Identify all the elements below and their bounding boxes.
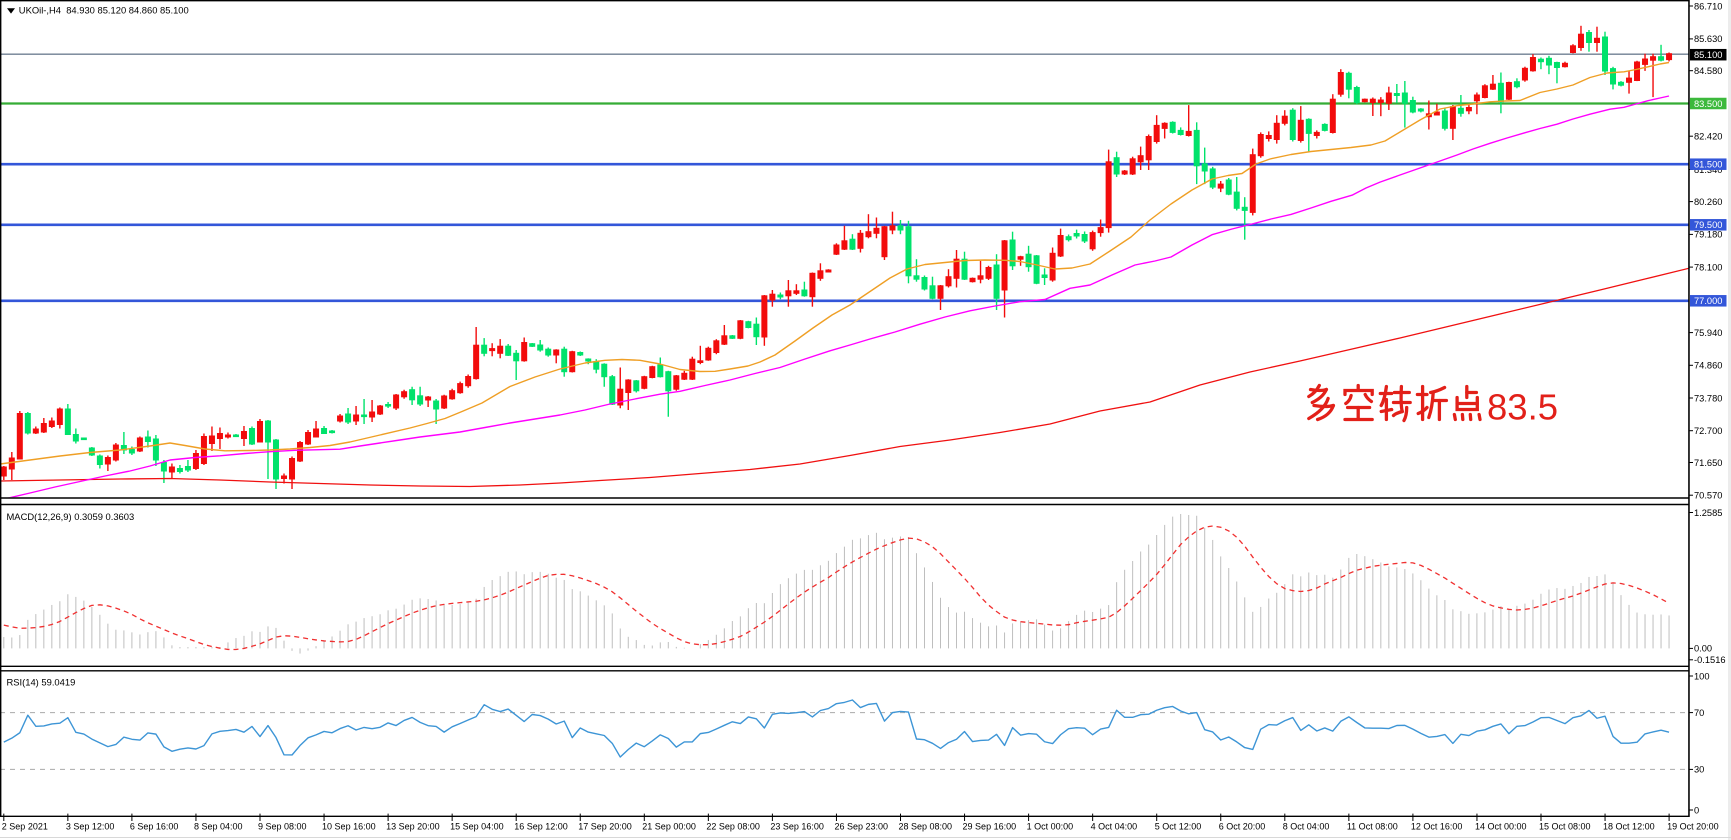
svg-text:12 Oct 16:00: 12 Oct 16:00 — [1411, 821, 1463, 831]
svg-text:RSI(14) 59.0419: RSI(14) 59.0419 — [7, 677, 76, 688]
svg-text:30: 30 — [1694, 765, 1704, 775]
svg-text:11 Oct 08:00: 11 Oct 08:00 — [1347, 821, 1398, 831]
svg-text:15 Oct 08:00: 15 Oct 08:00 — [1539, 821, 1591, 831]
svg-text:70.570: 70.570 — [1694, 491, 1722, 501]
svg-text:84.580: 84.580 — [1694, 66, 1722, 76]
svg-text:28 Sep 08:00: 28 Sep 08:00 — [899, 821, 953, 831]
svg-text:15 Sep 04:00: 15 Sep 04:00 — [450, 821, 504, 831]
svg-text:6 Oct 20:00: 6 Oct 20:00 — [1219, 821, 1266, 831]
svg-text:UKOil-,H4 84.930 85.120 84.86: UKOil-,H4 84.930 85.120 84.860 85.100 — [19, 4, 189, 15]
svg-text:16 Sep 12:00: 16 Sep 12:00 — [514, 821, 568, 831]
svg-text:5 Oct 12:00: 5 Oct 12:00 — [1155, 821, 1202, 831]
svg-text:100: 100 — [1694, 671, 1710, 681]
svg-text:3 Sep 12:00: 3 Sep 12:00 — [66, 821, 115, 831]
svg-text:MACD(12,26,9) 0.3059 0.3603: MACD(12,26,9) 0.3059 0.3603 — [7, 511, 135, 522]
svg-text:-0.1516: -0.1516 — [1694, 655, 1726, 665]
svg-text:9 Sep 08:00: 9 Sep 08:00 — [258, 821, 307, 831]
svg-text:26 Sep 23:00: 26 Sep 23:00 — [834, 821, 888, 831]
svg-text:82.420: 82.420 — [1694, 132, 1722, 142]
svg-text:79.500: 79.500 — [1694, 220, 1722, 230]
svg-text:85.100: 85.100 — [1694, 50, 1722, 60]
svg-text:4 Oct 04:00: 4 Oct 04:00 — [1091, 821, 1138, 831]
svg-text:2 Sep 2021: 2 Sep 2021 — [2, 821, 48, 831]
svg-text:18 Oct 12:00: 18 Oct 12:00 — [1603, 821, 1655, 831]
svg-text:78.100: 78.100 — [1694, 262, 1722, 272]
svg-text:0: 0 — [1694, 805, 1699, 815]
svg-text:83.5: 83.5 — [1487, 387, 1558, 428]
svg-text:19 Oct 20:00: 19 Oct 20:00 — [1667, 821, 1719, 831]
svg-text:73.780: 73.780 — [1694, 393, 1722, 403]
svg-text:10 Sep 16:00: 10 Sep 16:00 — [322, 821, 376, 831]
svg-text:8 Sep 04:00: 8 Sep 04:00 — [194, 821, 243, 831]
svg-text:29 Sep 16:00: 29 Sep 16:00 — [963, 821, 1017, 831]
svg-text:13 Sep 20:00: 13 Sep 20:00 — [386, 821, 440, 831]
svg-text:1.2585: 1.2585 — [1694, 508, 1722, 518]
svg-text:75.940: 75.940 — [1694, 328, 1722, 338]
svg-text:6 Sep 16:00: 6 Sep 16:00 — [130, 821, 179, 831]
svg-text:0.00: 0.00 — [1694, 644, 1712, 654]
svg-text:71.650: 71.650 — [1694, 458, 1722, 468]
svg-text:1 Oct 00:00: 1 Oct 00:00 — [1027, 821, 1074, 831]
svg-text:77.000: 77.000 — [1694, 296, 1722, 306]
svg-text:86.710: 86.710 — [1694, 1, 1722, 11]
svg-text:23 Sep 16:00: 23 Sep 16:00 — [770, 821, 824, 831]
svg-text:83.500: 83.500 — [1694, 99, 1722, 109]
svg-text:14 Oct 00:00: 14 Oct 00:00 — [1475, 821, 1527, 831]
svg-text:70: 70 — [1694, 708, 1704, 718]
svg-text:80.260: 80.260 — [1694, 197, 1722, 207]
svg-text:17 Sep 20:00: 17 Sep 20:00 — [578, 821, 632, 831]
svg-text:8 Oct 04:00: 8 Oct 04:00 — [1283, 821, 1330, 831]
svg-text:72.700: 72.700 — [1694, 426, 1722, 436]
svg-text:21 Sep 00:00: 21 Sep 00:00 — [642, 821, 696, 831]
svg-text:79.180: 79.180 — [1694, 230, 1722, 240]
svg-text:81.500: 81.500 — [1694, 160, 1722, 170]
svg-text:74.860: 74.860 — [1694, 361, 1722, 371]
svg-text:22 Sep 08:00: 22 Sep 08:00 — [706, 821, 760, 831]
svg-text:85.630: 85.630 — [1694, 34, 1722, 44]
